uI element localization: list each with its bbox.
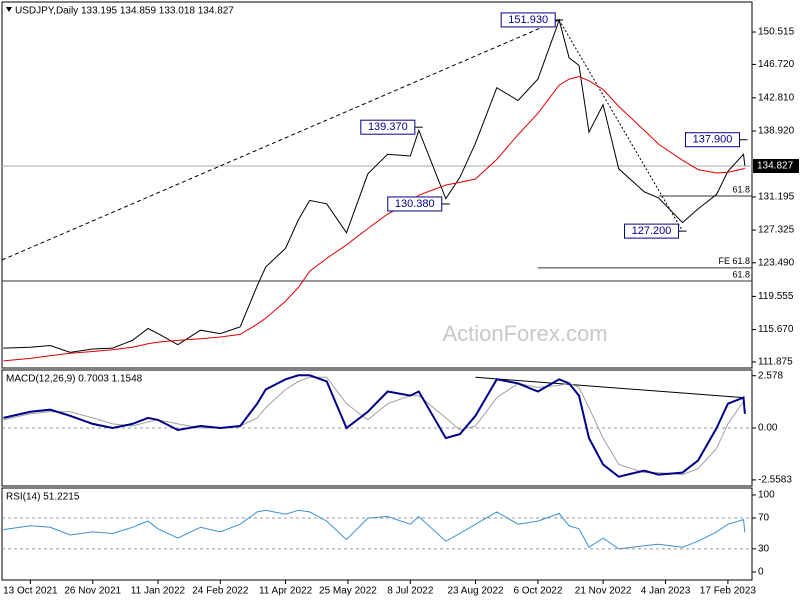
y-tick-label: 123.490 [758,257,795,268]
y-tick-label: 0.00 [758,423,778,434]
y-tick-label: 131.195 [758,192,795,203]
annotation-box [387,196,443,212]
y-tick-label: 150.515 [758,27,795,38]
x-tick-label: 21 Nov 2022 [575,586,632,597]
last-price-label: 134.827 [757,161,794,172]
annotation-label: 130.380 [395,198,435,210]
rsi-panel [1,487,753,581]
y-tick-label: 115.670 [758,324,794,335]
y-tick-label: 127.325 [758,225,795,236]
x-tick-label: 6 Oct 2022 [513,586,562,597]
price-panel [1,1,753,369]
y-tick-label: 119.555 [758,291,794,302]
y-tick-label: 142.810 [758,92,795,103]
x-tick-label: 11 Apr 2022 [259,586,313,597]
y-tick-label: 30 [758,544,770,555]
y-tick-label: 2.578 [758,370,783,381]
y-tick-label: 146.720 [758,59,795,70]
x-tick-label: 24 Feb 2022 [192,586,249,597]
annotation-label: 137.900 [693,134,733,146]
x-tick-label: 23 Aug 2022 [447,586,504,597]
y-tick-label: 0 [758,567,764,578]
series-line [3,509,746,550]
trendline [558,19,683,232]
y-tick-label: -2.5583 [758,475,792,486]
y-tick-label: 70 [758,513,770,524]
panel-title: USDJPY,Daily 133.195 134.859 133.018 134… [15,6,234,17]
level-label: FE 61.8 [718,256,750,266]
x-tick-label: 4 Jan 2023 [641,586,691,597]
annotation-label: 151.930 [508,14,548,26]
y-tick-label: 111.875 [758,357,793,368]
x-tick-label: 26 Nov 2021 [64,586,121,597]
level-label: 61.8 [732,269,750,279]
trendline [1,19,560,261]
last-price-box [753,158,799,173]
annotation-box [624,223,680,239]
annotation-label: 139.370 [368,121,408,133]
x-tick-label: 11 Jan 2022 [131,586,186,597]
annotation-box [684,132,740,148]
series-line [3,18,746,353]
x-tick-label: 17 Feb 2023 [700,586,757,597]
y-tick-label: 138.920 [758,126,795,137]
y-tick-label: 100 [758,490,775,501]
level-label: 61.8 [732,184,750,194]
panel-title: RSI(14) 51.2215 [6,492,80,503]
x-tick-label: 25 May 2022 [319,586,377,597]
menu-triangle [6,7,12,12]
watermark: ActionForex.com [442,321,607,346]
x-tick-label: 8 Jul 2022 [387,586,434,597]
series-line [3,374,746,478]
annotation-box [360,119,416,135]
trendline [475,376,744,399]
x-tick-label: 13 Oct 2021 [3,586,58,597]
annotation-label: 127.200 [632,225,672,237]
annotation-box [500,12,556,28]
panel-title: MACD(12,26,9) 0.7003 1.1548 [6,374,143,385]
